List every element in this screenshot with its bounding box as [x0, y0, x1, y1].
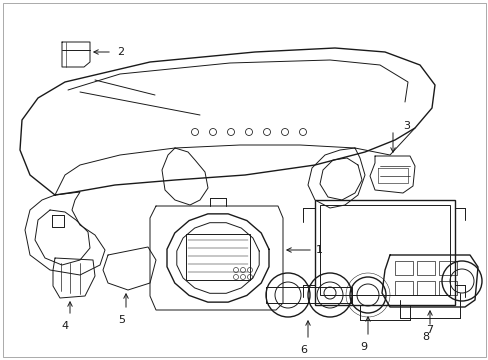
Text: 1: 1: [315, 245, 323, 255]
Bar: [185, 234, 249, 280]
Bar: [438, 261, 456, 275]
Bar: [314, 200, 454, 305]
Bar: [394, 261, 412, 275]
Bar: [438, 281, 456, 295]
Bar: [394, 281, 412, 295]
Text: 5: 5: [118, 315, 125, 325]
Text: 2: 2: [117, 47, 124, 57]
Bar: [416, 261, 434, 275]
Bar: [319, 205, 449, 295]
Text: 3: 3: [402, 121, 409, 131]
Text: 9: 9: [360, 342, 367, 352]
Text: 8: 8: [422, 332, 428, 342]
Text: 6: 6: [300, 345, 307, 355]
Bar: [416, 281, 434, 295]
Text: 7: 7: [426, 325, 433, 335]
Text: 4: 4: [61, 321, 68, 331]
